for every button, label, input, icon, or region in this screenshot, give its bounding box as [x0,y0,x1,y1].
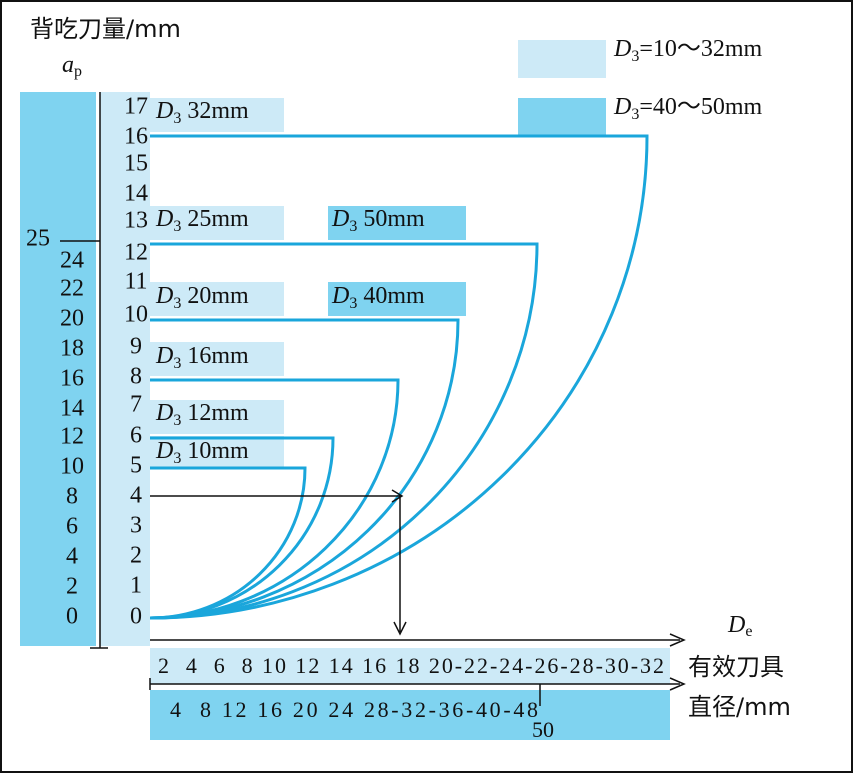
de-label: De [727,612,752,640]
curves [149,134,649,620]
inner-tick-label: 2 [130,543,142,569]
inner-tick-label: 6 [130,423,142,449]
outer-band [20,92,96,646]
scale-band-top [150,648,670,684]
legend-label: D3=10～32mm [613,36,763,65]
curve-label: D3 12mm [155,400,249,429]
scale-axis [150,677,686,691]
outer-tick-label: 22 [60,276,84,302]
outer-tick-label: 10 [60,454,84,480]
inner-tick-label: 5 [130,453,142,479]
scale-extra-label: 50 [532,717,554,742]
inner-tick-label: 8 [130,364,142,390]
outer-tick-label: 16 [60,366,84,392]
x-title: 有效刀具 [688,653,784,681]
scale-band-bottom [150,690,670,740]
outer-tick-label: 2 [66,574,78,600]
legend-swatch [518,40,606,78]
inner-tick-label: 1 [130,573,142,599]
outer-tick-label: 14 [60,396,84,422]
outer-tick-label: 12 [60,424,84,450]
curve-label: D3 32mm [155,98,249,127]
curve-label: D3 10mm [155,438,249,467]
curve-label: D3 50mm [331,206,425,235]
ap-label: ap [62,52,82,80]
inner-tick-label: 13 [124,208,148,234]
outer-tick-label: 24 [60,248,84,274]
label-backgrounds [150,98,466,468]
inner-tick-label: 3 [130,513,142,539]
axis-title: 背吃刀量/mm [30,15,181,43]
outer-tick-label: 4 [66,544,78,570]
outer-tick-label: 18 [60,336,84,362]
inner-tick-label: 4 [130,483,142,509]
curve-label: D3 20mm [155,283,249,312]
outer-tick-label: 0 [66,604,78,630]
inner-tick-label: 15 [124,151,148,177]
x-axis [150,633,686,647]
legend-swatch [518,98,606,136]
curve-label: D3 40mm [331,283,425,312]
scale-top-label: 2 4 6 8 10 12 14 16 18 20-22-24-26-28-30… [158,653,664,678]
inner-tick-label: 9 [130,334,142,360]
inner-band [100,92,150,646]
outer-tick-label: 8 [66,484,78,510]
legend-label: D3=40～50mm [613,94,763,123]
inner-tick-label: 10 [124,302,148,328]
outer-tick-label: 25 [26,226,50,252]
x-title: 直径/mm [688,693,791,721]
labels: 背吃刀量/mm ap De 有效刀具 直径/mm 2 4 6 8 10 12 1… [26,15,791,742]
inner-tick-label: 16 [124,124,148,150]
inner-tick-label: 11 [124,269,147,295]
inner-tick-label: 7 [130,392,142,418]
inner-tick-label: 14 [124,181,148,207]
curve-label: D3 16mm [155,343,249,372]
outer-tick-label: 6 [66,514,78,540]
example-arrow [150,489,407,636]
outer-tick-label: 20 [60,306,84,332]
curve-label: D3 25mm [155,206,249,235]
inner-tick-label: 12 [124,240,148,266]
inner-tick-label: 0 [130,604,142,630]
inner-tick-label: 17 [124,94,148,120]
